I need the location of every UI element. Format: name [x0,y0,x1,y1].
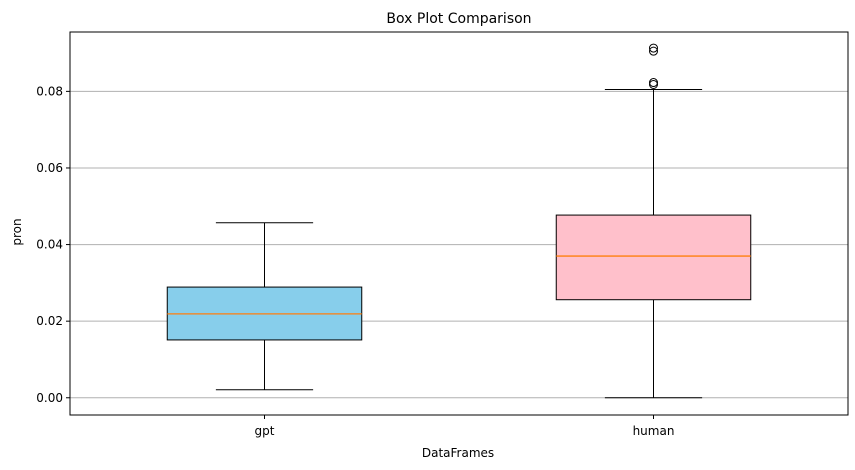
plot-frame [69,31,849,416]
x-tick-label: gpt [255,424,275,438]
boxes [166,43,752,399]
x-tick-label: human [633,424,675,438]
y-tick-label: 0.06 [36,161,63,175]
outlier-point [649,79,658,89]
chart-title: Box Plot Comparison [386,11,531,27]
x-axis-label: DataFrames [422,446,494,460]
y-tick-label: 0.02 [36,314,63,328]
x-axis-ticks: gpt human [255,415,675,438]
y-tick-label: 0.08 [36,84,63,98]
box-human [555,214,752,301]
y-tick-label: 0.04 [36,238,63,252]
y-tick-label: 0.00 [36,391,63,405]
outlier-point [649,46,658,56]
y-axis-label: pron [10,218,24,245]
y-axis-ticks: 0.00 0.02 0.04 0.06 0.08 [36,84,70,405]
outlier-point [649,78,658,88]
outlier-point [649,43,658,53]
